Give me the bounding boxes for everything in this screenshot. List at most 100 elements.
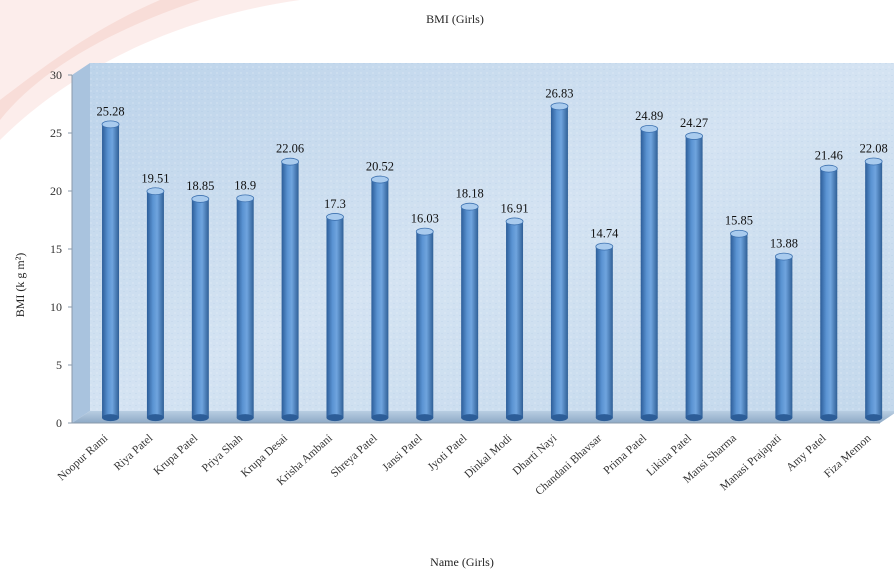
- bar-2: [191, 195, 210, 422]
- bar-body: [416, 231, 434, 418]
- category-label-0: Noopur Rami: [56, 432, 111, 483]
- value-label-8: 18.18: [456, 187, 484, 201]
- bar-top: [236, 194, 255, 203]
- y-axis-ticks: 0 5 10 15 20 25 30: [50, 68, 72, 430]
- bar-top: [370, 175, 389, 184]
- value-label-15: 13.88: [770, 237, 798, 251]
- value-label-4: 22.06: [276, 142, 304, 156]
- bar-11: [595, 242, 614, 422]
- y-axis-label: BMI (k g m²): [13, 253, 27, 318]
- y-tick-label-6: 30: [50, 68, 62, 82]
- y-tick-label-4: 20: [50, 184, 62, 198]
- side-wall: [72, 63, 90, 423]
- bar-top: [505, 217, 524, 226]
- bar-body: [461, 206, 479, 418]
- bar-16: [819, 164, 838, 422]
- bar-base: [640, 414, 658, 422]
- bar-body: [550, 106, 568, 418]
- bar-top: [415, 227, 434, 236]
- y-tick-label-1: 5: [56, 358, 62, 372]
- value-label-2: 18.85: [186, 179, 214, 193]
- value-label-17: 22.08: [860, 141, 888, 155]
- bar-top: [864, 157, 883, 166]
- bar-6: [370, 175, 389, 422]
- bar-base: [416, 414, 434, 422]
- bar-10: [550, 102, 569, 422]
- bar-body: [730, 233, 748, 418]
- bar-body: [775, 256, 793, 418]
- bar-body: [102, 124, 120, 418]
- bar-0: [101, 120, 120, 422]
- bar-9: [505, 217, 524, 422]
- value-label-13: 24.27: [680, 116, 708, 130]
- value-label-7: 16.03: [411, 212, 439, 226]
- bar-top: [730, 229, 748, 238]
- category-label-17: Fiza Memon: [822, 432, 874, 480]
- bar-body: [146, 191, 164, 418]
- background-swirl: [0, 0, 300, 140]
- bar-base: [595, 414, 613, 422]
- bar-5: [326, 213, 344, 422]
- value-label-14: 15.85: [725, 214, 753, 228]
- x-axis-label: Name (Girls): [430, 555, 494, 569]
- category-label-3: Priya Shah: [200, 432, 245, 475]
- y-tick-label-5: 25: [50, 126, 62, 140]
- bar-base: [730, 414, 748, 422]
- value-label-10: 26.83: [545, 86, 573, 100]
- bar-base: [550, 414, 568, 422]
- bar-15: [774, 252, 793, 422]
- value-label-3: 18.9: [234, 178, 256, 192]
- bar-base: [102, 414, 120, 422]
- bar-body: [865, 161, 883, 418]
- bar-body: [506, 221, 524, 418]
- bar-base: [326, 414, 344, 422]
- bar-body: [685, 136, 703, 418]
- value-labels: 25.28 19.51 18.85 18.9 22.06 17.3 20.52 16.03 18…: [96, 86, 887, 250]
- bar-top: [640, 124, 659, 133]
- chart-title: BMI (Girls): [426, 12, 484, 26]
- bars: [101, 102, 883, 422]
- value-label-0: 25.28: [96, 104, 124, 118]
- bar-14: [730, 229, 748, 422]
- bar-base: [146, 414, 164, 422]
- bar-body: [640, 128, 658, 418]
- bar-1: [146, 187, 165, 422]
- category-label-9: Dinkal Modi: [462, 432, 514, 480]
- bar-top: [101, 120, 120, 129]
- bar-body: [191, 198, 209, 418]
- bar-8: [460, 202, 479, 422]
- value-label-9: 16.91: [500, 201, 528, 215]
- bar-top: [460, 202, 479, 211]
- bar-base: [191, 414, 209, 422]
- bar-top: [146, 187, 165, 196]
- category-label-6: Shreya Patel: [329, 432, 380, 480]
- value-label-1: 19.51: [141, 171, 169, 185]
- bar-top: [281, 157, 300, 166]
- value-label-5: 17.3: [324, 197, 346, 211]
- bar-base: [281, 414, 299, 422]
- y-tick-label-3: 15: [50, 242, 62, 256]
- value-label-16: 21.46: [815, 149, 843, 163]
- bar-body: [595, 246, 613, 418]
- category-label-2: Krupa Patel: [152, 432, 201, 477]
- bar-top: [819, 164, 838, 173]
- bar-17: [864, 157, 883, 422]
- value-label-6: 20.52: [366, 160, 394, 174]
- bar-12: [640, 124, 659, 422]
- y-tick-label-0: 0: [56, 416, 62, 430]
- value-label-11: 14.74: [590, 227, 619, 241]
- bar-top: [550, 102, 569, 111]
- bar-base: [236, 414, 254, 422]
- bar-base: [461, 414, 479, 422]
- bar-top: [774, 252, 793, 261]
- bar-base: [865, 414, 883, 422]
- bar-body: [820, 168, 838, 418]
- bar-4: [281, 157, 300, 422]
- bar-top: [191, 195, 210, 203]
- bar-body: [281, 161, 299, 418]
- bar-body: [236, 198, 254, 418]
- bar-base: [371, 414, 389, 422]
- bar-base: [506, 414, 524, 422]
- bar-7: [415, 227, 434, 422]
